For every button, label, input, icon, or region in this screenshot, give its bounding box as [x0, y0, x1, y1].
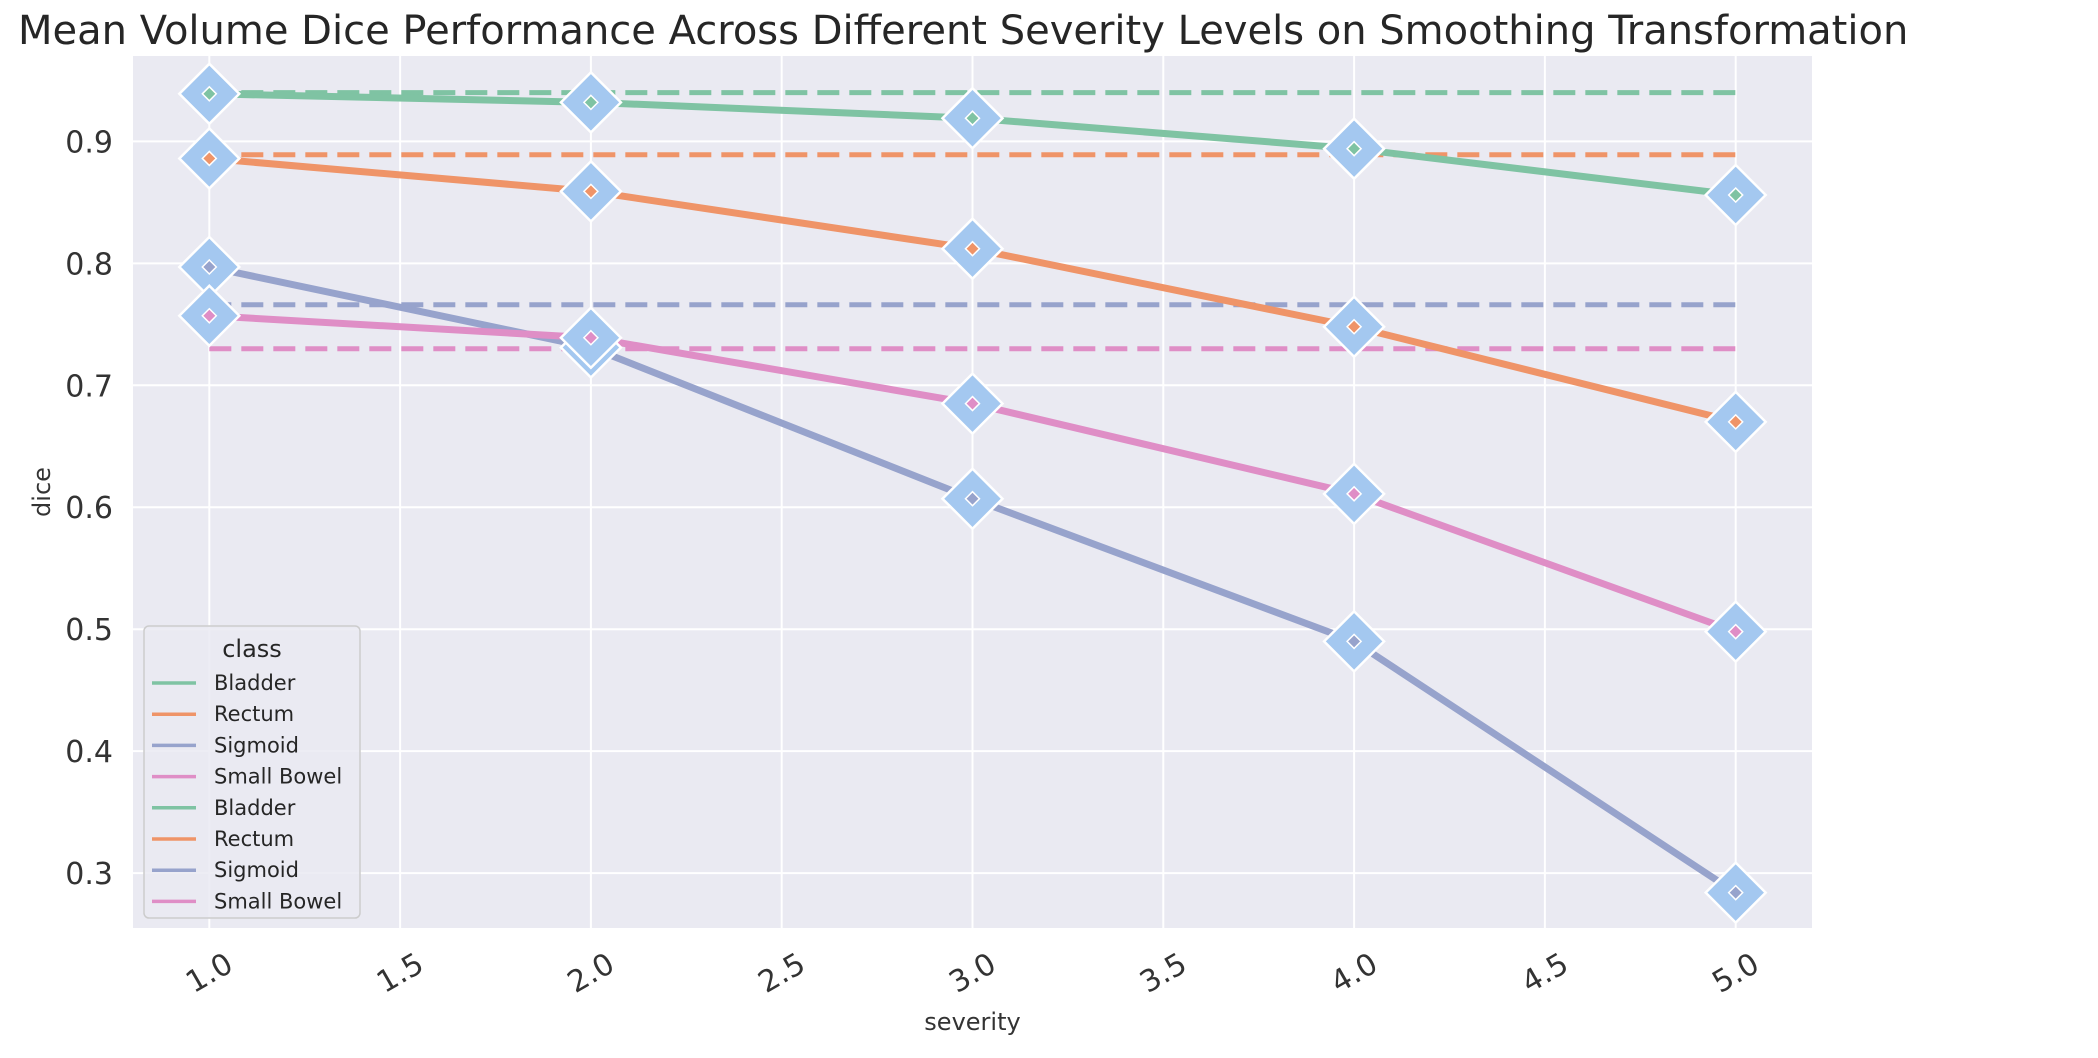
data-point-inner-small-bowel [201, 307, 218, 324]
x-axis-label: severity [924, 1008, 1020, 1036]
legend-label: Sigmoid [214, 858, 299, 882]
data-point-inner-rectum [1727, 413, 1744, 430]
legend-box [143, 625, 361, 919]
data-point-inner-bladder [1346, 140, 1363, 157]
data-point-inner-bladder [964, 110, 981, 127]
legend-label: Bladder [214, 796, 296, 820]
legend-label: Small Bowel [214, 889, 342, 913]
x-tick-label: 4.5 [1516, 946, 1575, 1000]
y-tick-label: 0.6 [65, 491, 113, 526]
legend-label: Bladder [214, 671, 296, 695]
data-point-inner-bladder [582, 94, 599, 111]
x-tick-label: 2.5 [753, 946, 812, 1000]
legend: class Bladder Rectum Sigmoid Small Bowel Blad… [143, 625, 361, 919]
legend-label: Rectum [214, 827, 294, 851]
y-axis-label: dice [28, 467, 56, 517]
y-tick-label: 0.3 [65, 857, 113, 892]
x-tick-label: 3.0 [943, 946, 1002, 1000]
x-tick-label: 5.0 [1707, 946, 1766, 1000]
data-point-inner-rectum [582, 183, 599, 200]
legend-title: class [222, 635, 282, 663]
y-tick-label: 0.7 [65, 369, 113, 404]
data-point-inner-sigmoid [1346, 633, 1363, 650]
chart-title: Mean Volume Dice Performance Across Diff… [18, 8, 1908, 54]
data-point-inner-rectum [201, 150, 218, 167]
series-markers [177, 62, 1768, 925]
data-point-inner-sigmoid [201, 258, 218, 276]
x-tick-label: 1.5 [371, 946, 430, 1000]
legend-label: Small Bowel [214, 765, 342, 789]
data-point-inner-small-bowel [1346, 485, 1363, 502]
data-point-inner-sigmoid [1727, 884, 1744, 901]
legend-label: Rectum [214, 702, 294, 726]
x-tick-label: 3.5 [1134, 946, 1193, 1000]
data-point-inner-small-bowel [1727, 623, 1744, 640]
legend-label: Sigmoid [214, 733, 299, 757]
data-point-inner-small-bowel [964, 395, 981, 412]
data-point-inner-bladder [1727, 186, 1744, 204]
data-point-inner-bladder [201, 85, 218, 102]
y-tick-label: 0.8 [65, 247, 113, 282]
data-point-inner-rectum [1346, 318, 1363, 335]
data-point-inner-small-bowel [582, 329, 599, 346]
x-tick-label: 2.0 [562, 946, 621, 1000]
data-point-inner-sigmoid [964, 490, 981, 507]
y-tick-label: 0.5 [65, 613, 113, 648]
data-point-inner-rectum [964, 240, 981, 257]
y-tick-label: 0.9 [65, 125, 113, 160]
x-tick-label: 4.0 [1325, 946, 1384, 1000]
y-tick-label: 0.4 [65, 735, 113, 770]
x-tick-label: 1.0 [180, 946, 239, 1000]
